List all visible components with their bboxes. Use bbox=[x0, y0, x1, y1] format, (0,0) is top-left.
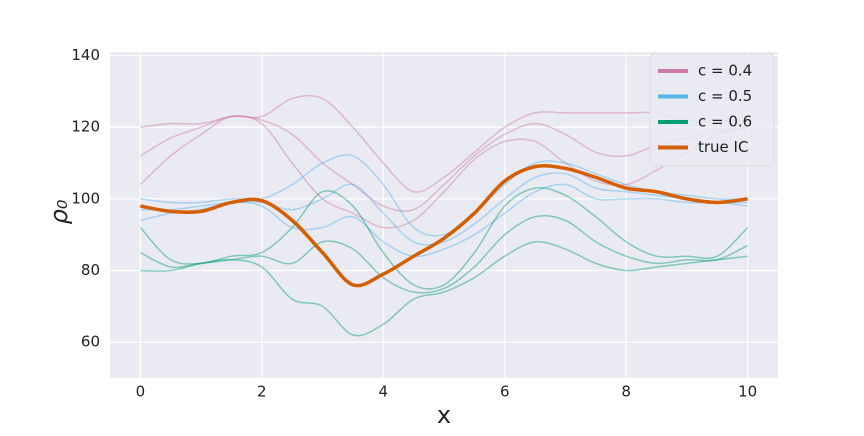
legend-label: c = 0.5 bbox=[698, 87, 752, 105]
ensemble-line bbox=[140, 94, 748, 193]
ensemble-line bbox=[139, 115, 748, 212]
ensemble-line bbox=[139, 186, 749, 290]
y-tick-label: 80 bbox=[81, 261, 100, 279]
y-tick-label: 60 bbox=[81, 333, 100, 351]
ensemble-line bbox=[140, 240, 748, 337]
y-axis-label: ρ₀ bbox=[45, 199, 73, 224]
y-tick-label: 140 bbox=[71, 46, 100, 64]
x-tick-label: 0 bbox=[136, 383, 146, 401]
x-tick-label: 10 bbox=[738, 383, 757, 401]
legend: c = 0.4 c = 0.5 c = 0.6 true IC bbox=[649, 53, 775, 167]
lines bbox=[139, 94, 749, 337]
line bbox=[140, 164, 748, 288]
legend-box bbox=[649, 53, 775, 167]
legend-label: true IC bbox=[698, 138, 748, 156]
x-tick-label: 6 bbox=[500, 383, 510, 401]
x-tick-label: 8 bbox=[621, 383, 631, 401]
grid: 0 2 4 6 8 10 60 80 100 120 140 bbox=[71, 46, 778, 401]
ensemble-line bbox=[140, 215, 748, 294]
x-axis-label: x bbox=[437, 401, 451, 429]
x-tick-label: 2 bbox=[257, 383, 267, 401]
y-tick-label: 120 bbox=[71, 118, 100, 136]
x-tick-label: 4 bbox=[378, 383, 388, 401]
y-tick-label: 100 bbox=[71, 189, 100, 207]
legend-label: c = 0.6 bbox=[698, 113, 752, 131]
ensemble-line bbox=[139, 115, 748, 229]
legend-label: c = 0.4 bbox=[698, 62, 752, 80]
